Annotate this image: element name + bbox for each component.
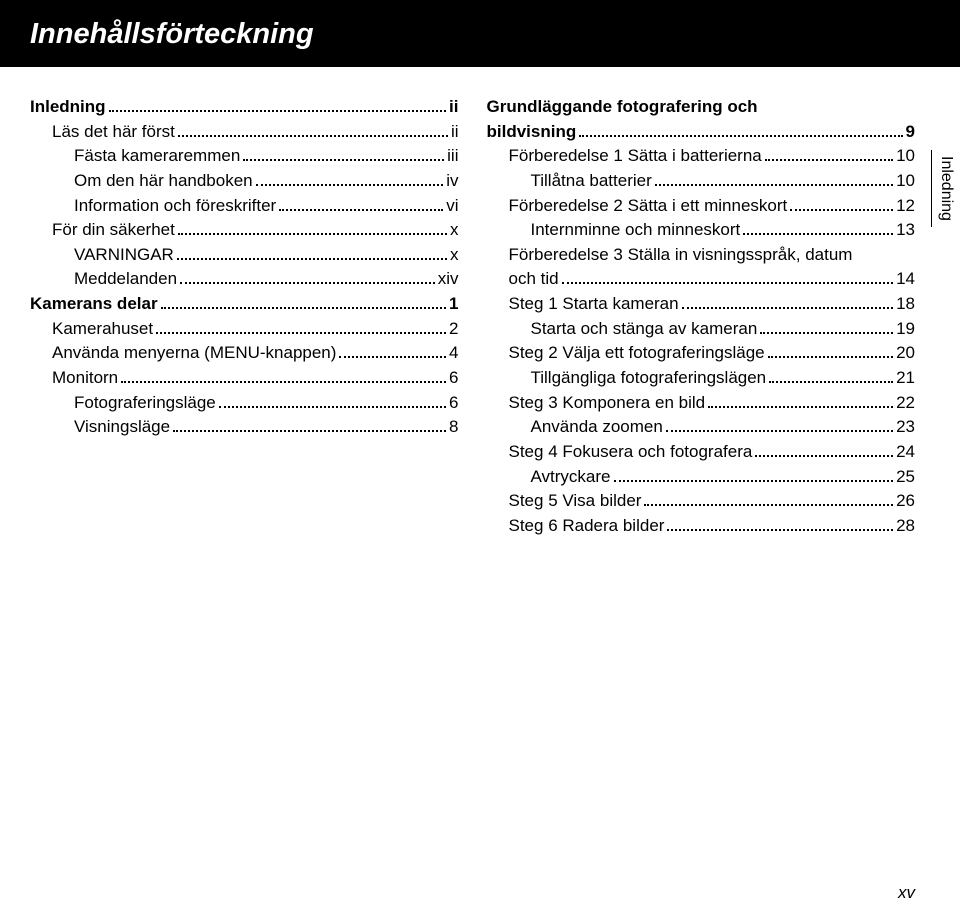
toc-page: 13 [896, 218, 915, 243]
right-column: Grundläggande fotografering ochbildvisni… [487, 95, 916, 539]
toc-label: Steg 5 Visa bilder [509, 489, 642, 514]
toc-entry: Information och föreskrifter vi [30, 194, 459, 219]
toc-entry: Steg 2 Välja ett fotograferingsläge 20 [487, 341, 916, 366]
toc-page: ii [451, 120, 459, 145]
toc-label: Tillåtna batterier [531, 169, 652, 194]
toc-page: 2 [449, 317, 458, 342]
toc-entry: Tillgängliga fotograferingslägen 21 [487, 366, 916, 391]
toc-label: Steg 1 Starta kameran [509, 292, 679, 317]
toc-page: x [450, 218, 459, 243]
toc-page: ii [449, 95, 458, 120]
toc-page: 24 [896, 440, 915, 465]
toc-page: iv [446, 169, 458, 194]
toc-label: Om den här handboken [74, 169, 253, 194]
toc-label: Fästa kameraremmen [74, 144, 240, 169]
toc-entry: VARNINGAR x [30, 243, 459, 268]
toc-page: 4 [449, 341, 458, 366]
toc-entry: Avtryckare 25 [487, 465, 916, 490]
toc-entry: Meddelanden xiv [30, 267, 459, 292]
toc-entry: Steg 3 Komponera en bild 22 [487, 391, 916, 416]
toc-label: Förberedelse 1 Sätta i batterierna [509, 144, 762, 169]
toc-entry: Fästa kameraremmen iii [30, 144, 459, 169]
toc-entry: Steg 4 Fokusera och fotografera 24 [487, 440, 916, 465]
page-number: xv [898, 883, 915, 903]
toc-label: Avtryckare [531, 465, 611, 490]
toc-page: 26 [896, 489, 915, 514]
toc-page: iii [447, 144, 458, 169]
toc-page: 8 [449, 415, 458, 440]
toc-label: För din säkerhet [52, 218, 175, 243]
toc-page: 21 [896, 366, 915, 391]
toc-entry: Fotograferingsläge 6 [30, 391, 459, 416]
toc-entry: Monitorn 6 [30, 366, 459, 391]
toc-entry: Inledning ii [30, 95, 459, 120]
toc-entry: Förberedelse 3 Ställa in visningsspråk, … [487, 243, 916, 292]
toc-label: Tillgängliga fotograferingslägen [531, 366, 767, 391]
toc-columns: InledningiiLäs det här förstiiFästa kame… [0, 67, 960, 539]
toc-entry: Steg 6 Radera bilder 28 [487, 514, 916, 539]
toc-label: Internminne och minneskort [531, 218, 741, 243]
toc-label: Visningsläge [74, 415, 170, 440]
toc-entry: Använda menyerna (MENU-knappen) 4 [30, 341, 459, 366]
toc-page: x [450, 243, 459, 268]
toc-label: Information och föreskrifter [74, 194, 276, 219]
toc-label: Kamerans delar [30, 292, 158, 317]
toc-entry: Kamerans delar 1 [30, 292, 459, 317]
toc-label: VARNINGAR [74, 243, 174, 268]
toc-page: 23 [896, 415, 915, 440]
toc-label: Steg 4 Fokusera och fotografera [509, 440, 753, 465]
toc-entry: Tillåtna batterier 10 [487, 169, 916, 194]
toc-label: Monitorn [52, 366, 118, 391]
toc-entry: Grundläggande fotografering ochbildvisni… [487, 95, 916, 144]
toc-entry: Starta och stänga av kameran 19 [487, 317, 916, 342]
toc-page: 10 [896, 169, 915, 194]
side-tab: Inledning [931, 150, 960, 227]
toc-page: 12 [896, 194, 915, 219]
toc-label: Inledning [30, 95, 106, 120]
toc-entry: Om den här handboken iv [30, 169, 459, 194]
toc-label: Steg 6 Radera bilder [509, 514, 665, 539]
toc-page: 10 [896, 144, 915, 169]
toc-entry: Läs det här först ii [30, 120, 459, 145]
toc-entry: Använda zoomen 23 [487, 415, 916, 440]
toc-label: Fotograferingsläge [74, 391, 216, 416]
toc-entry: Förberedelse 1 Sätta i batterierna 10 [487, 144, 916, 169]
toc-page: 22 [896, 391, 915, 416]
toc-entry: Steg 5 Visa bilder 26 [487, 489, 916, 514]
toc-label: Använda menyerna (MENU-knappen) [52, 341, 336, 366]
toc-label: Använda zoomen [531, 415, 663, 440]
toc-page: 20 [896, 341, 915, 366]
toc-page: vi [446, 194, 458, 219]
toc-page: 1 [449, 292, 458, 317]
toc-page: 19 [896, 317, 915, 342]
toc-label: Steg 3 Komponera en bild [509, 391, 706, 416]
toc-label: Starta och stänga av kameran [531, 317, 758, 342]
toc-label: Kamerahuset [52, 317, 153, 342]
toc-label: Läs det här först [52, 120, 175, 145]
toc-entry: Internminne och minneskort 13 [487, 218, 916, 243]
toc-page: 25 [896, 465, 915, 490]
left-column: InledningiiLäs det här förstiiFästa kame… [30, 95, 459, 539]
toc-entry: Kamerahuset 2 [30, 317, 459, 342]
toc-page: 18 [896, 292, 915, 317]
toc-page: 28 [896, 514, 915, 539]
toc-page: 6 [449, 366, 458, 391]
page-title: Innehållsförteckning [30, 18, 930, 51]
toc-entry: Förberedelse 2 Sätta i ett minneskort 12 [487, 194, 916, 219]
toc-label: Meddelanden [74, 267, 177, 292]
header: Innehållsförteckning [0, 0, 960, 67]
toc-entry: Visningsläge 8 [30, 415, 459, 440]
toc-page: xiv [438, 267, 459, 292]
toc-label: Förberedelse 2 Sätta i ett minneskort [509, 194, 788, 219]
toc-page: 6 [449, 391, 458, 416]
toc-label: Steg 2 Välja ett fotograferingsläge [509, 341, 765, 366]
toc-entry: Steg 1 Starta kameran 18 [487, 292, 916, 317]
toc-entry: För din säkerhet x [30, 218, 459, 243]
